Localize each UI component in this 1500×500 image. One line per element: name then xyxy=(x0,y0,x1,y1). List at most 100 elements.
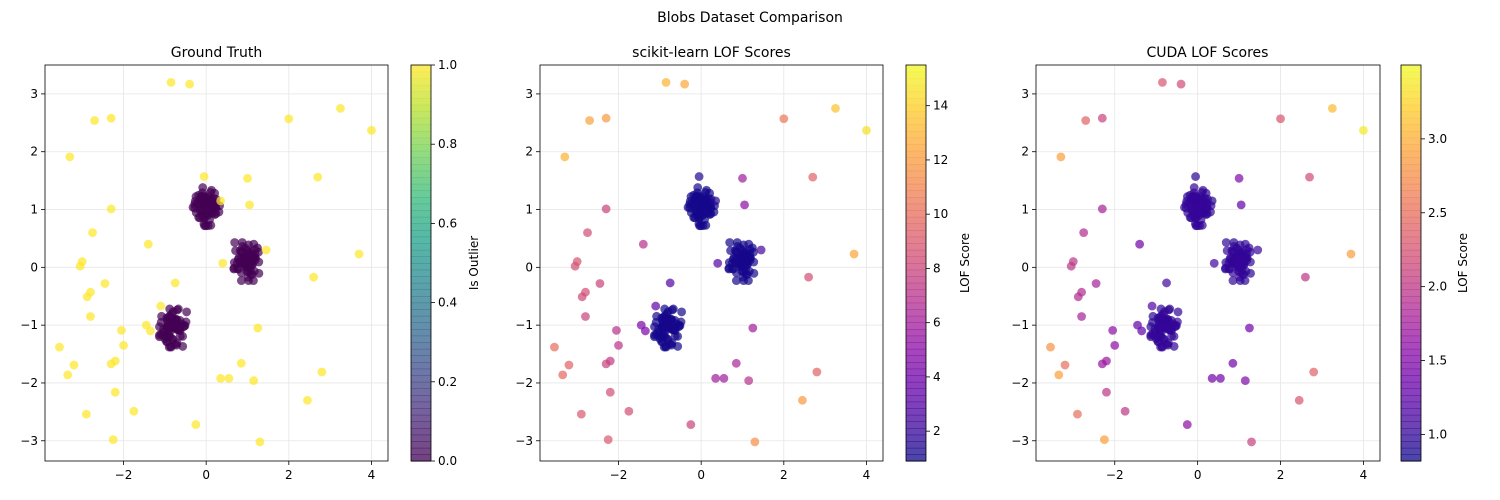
x-tick-label: 0 xyxy=(202,468,210,482)
scatter-point xyxy=(831,103,840,113)
scatter-point xyxy=(86,312,95,321)
colorbar-segment xyxy=(1401,236,1421,244)
scatter-point xyxy=(218,258,228,268)
axes-frame xyxy=(1035,64,1381,462)
colorbar-segment xyxy=(411,289,431,297)
colorbar-segment xyxy=(1401,408,1421,416)
colorbar-segment xyxy=(1401,282,1421,290)
scatter-point xyxy=(185,79,195,89)
colorbar-segment xyxy=(906,170,926,178)
colorbar-segment xyxy=(1401,65,1421,73)
x-tick-label: 4 xyxy=(863,468,871,482)
colorbar-segment xyxy=(411,263,431,271)
scatter-point xyxy=(165,304,175,314)
scatter-point xyxy=(1060,360,1070,370)
scatter-point xyxy=(1247,437,1256,447)
colorbar-segment xyxy=(411,91,431,99)
colorbar-segment xyxy=(411,441,431,449)
scatter-point xyxy=(156,317,166,327)
scatter-point xyxy=(693,183,703,192)
colorbar-segment xyxy=(1401,434,1421,442)
scatter-point xyxy=(595,279,605,288)
scatter-point xyxy=(1189,188,1199,198)
scatter-point xyxy=(190,199,200,209)
colorbar-segment xyxy=(906,276,926,284)
scatter-point xyxy=(1099,435,1109,445)
scatter-point xyxy=(246,269,256,279)
scatter-point xyxy=(1228,268,1238,278)
colorbar-tick-label: 1.5 xyxy=(1428,354,1447,368)
scatter-point xyxy=(660,326,670,336)
scatter-point xyxy=(650,330,659,340)
colorbar-tick-label: 2.5 xyxy=(1428,206,1447,220)
colorbar-segment xyxy=(906,117,926,125)
colorbar-tick-label: 6 xyxy=(933,316,941,330)
scatter-point xyxy=(236,358,246,368)
colorbar-segment xyxy=(906,414,926,422)
scatter-points xyxy=(550,77,871,447)
scatter-point xyxy=(1294,395,1304,405)
scatter-point xyxy=(581,287,590,297)
colorbar-segment xyxy=(906,164,926,172)
scatter-point xyxy=(1147,301,1157,311)
scatter-point xyxy=(204,192,214,202)
colorbar-segment xyxy=(1401,309,1421,317)
colorbar-segment xyxy=(411,210,431,218)
colorbar-segment xyxy=(906,348,926,356)
scatter-point xyxy=(224,373,234,383)
y-tick-label: −1 xyxy=(515,318,533,332)
colorbar-tick-label: 1.0 xyxy=(1428,427,1447,441)
scatter-point xyxy=(55,342,64,352)
scatter-point xyxy=(744,239,754,249)
grid xyxy=(45,65,388,461)
scatter-point xyxy=(686,420,696,429)
colorbar-segment xyxy=(1401,223,1421,231)
colorbar-segment xyxy=(1401,164,1421,172)
scatter-point xyxy=(849,249,859,259)
colorbar-segment xyxy=(906,197,926,205)
colorbar-segment xyxy=(1401,381,1421,389)
colorbar-segment xyxy=(1401,263,1421,271)
y-tick-label: −3 xyxy=(1011,434,1029,448)
scatter-point xyxy=(744,376,754,386)
scatter-point xyxy=(75,261,85,271)
scatter-point xyxy=(677,307,687,317)
colorbar-segment xyxy=(906,269,926,277)
scatter-point xyxy=(698,221,708,231)
colorbar-segment xyxy=(411,197,431,205)
colorbar-segment xyxy=(411,335,431,343)
colorbar-segment xyxy=(1401,71,1421,79)
scatter-point xyxy=(1176,79,1186,89)
scatter-point xyxy=(711,196,721,206)
scatter-point xyxy=(732,268,741,278)
scatter-point xyxy=(199,213,209,223)
scatter-point xyxy=(1097,113,1107,123)
scatter-point xyxy=(1158,77,1167,87)
colorbar-segment xyxy=(411,230,431,238)
colorbar-tick-label: 0.8 xyxy=(438,137,457,151)
colorbar-segment xyxy=(411,71,431,79)
colorbar-segment xyxy=(411,381,431,389)
colorbar-segment xyxy=(1401,296,1421,304)
colorbar-segment xyxy=(1401,210,1421,218)
scatter-point xyxy=(69,360,79,370)
colorbar-segment xyxy=(1401,289,1421,297)
colorbar-segment xyxy=(1401,322,1421,330)
colorbar-segment xyxy=(1401,117,1421,125)
scatter-point xyxy=(166,317,176,327)
scatter-point xyxy=(862,125,871,135)
scatter-point xyxy=(737,245,747,255)
scatter-point xyxy=(175,316,185,325)
colorbar-segment xyxy=(906,230,926,238)
scatter-point xyxy=(669,324,679,334)
scatter-point xyxy=(1234,173,1244,183)
colorbar-tick-label: 0.6 xyxy=(438,216,457,230)
scatter-point xyxy=(1228,276,1238,286)
colorbar-segment xyxy=(1401,104,1421,112)
colorbar-segment xyxy=(1401,78,1421,86)
colorbar-segment xyxy=(906,447,926,455)
scatter-point xyxy=(601,359,611,369)
colorbar-segment xyxy=(411,111,431,119)
y-tick-label: −3 xyxy=(515,434,533,448)
axis-ticks: −2 0 2 4 −3 −2 −1 0 1 2 3 xyxy=(20,87,375,482)
